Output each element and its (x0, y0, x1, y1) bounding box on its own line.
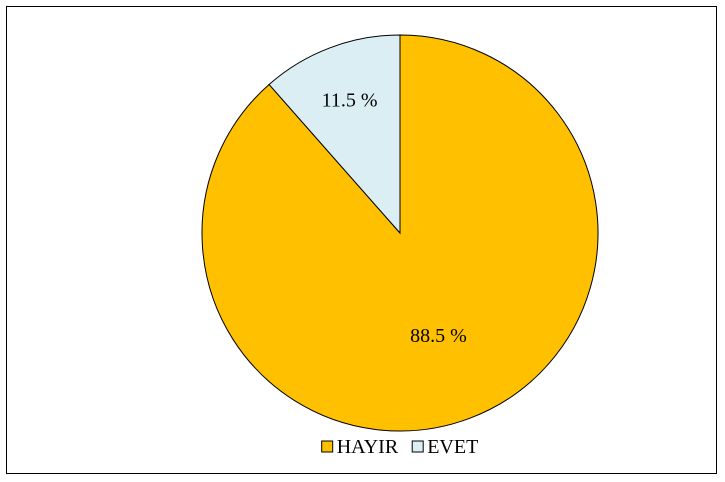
pie-slice-evet (268, 34, 401, 235)
data-label-evet: 11.5 % (322, 90, 378, 112)
pie-slices (201, 34, 599, 432)
legend-swatch-hayir (321, 440, 334, 453)
legend-swatch-evet (411, 440, 424, 453)
legend-label-evet: EVET (427, 436, 478, 458)
legend: HAYIR EVET (321, 436, 478, 458)
pie-data-labels: 88.5 % 11.5 % (322, 90, 467, 347)
data-label-hayir: 88.5 % (410, 325, 467, 347)
legend-label-hayir: HAYIR (337, 436, 399, 458)
